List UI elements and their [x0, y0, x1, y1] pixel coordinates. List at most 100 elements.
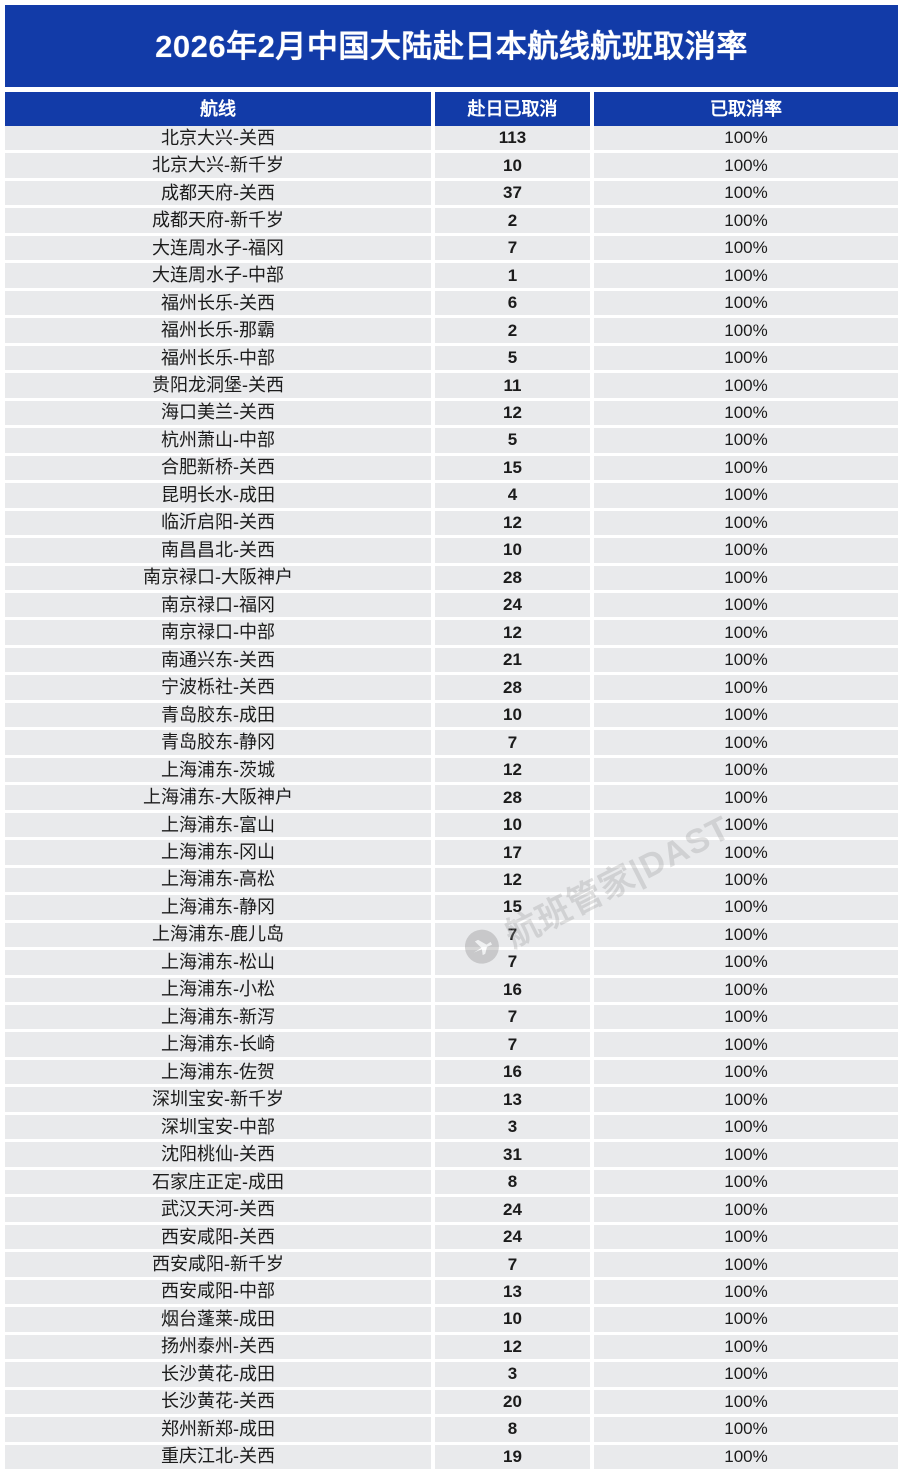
cell-cancellation-rate: 100% [594, 263, 898, 288]
table-row: 青岛胶东-成田 10 100% [5, 702, 898, 728]
cell-divider [431, 208, 435, 233]
cell-divider [590, 1444, 594, 1469]
cell-divider [590, 785, 594, 810]
cell-divider [590, 1252, 594, 1277]
table-row: 北京大兴-新千岁 10 100% [5, 153, 898, 178]
cell-cancelled-count: 15 [435, 455, 590, 481]
cell-divider [431, 1032, 435, 1057]
cell-route: 青岛胶东-成田 [5, 702, 431, 728]
column-header-route: 航线 [5, 92, 431, 126]
cell-divider [590, 812, 594, 838]
cell-divider [431, 1087, 435, 1112]
cell-divider [431, 1334, 435, 1360]
cell-divider [590, 263, 594, 288]
column-header-rate: 已取消率 [594, 92, 898, 126]
table-row: 郑州新郑-成田 8 100% [5, 1417, 898, 1442]
cell-route: 郑州新郑-成田 [5, 1417, 431, 1442]
cell-cancellation-rate: 100% [594, 208, 898, 233]
cell-divider [590, 428, 594, 453]
cell-cancellation-rate: 100% [594, 565, 898, 590]
cell-divider [431, 1059, 435, 1085]
cell-route: 南京禄口-中部 [5, 620, 431, 645]
table-row: 成都天府-新千岁 2 100% [5, 208, 898, 233]
cell-divider [431, 1114, 435, 1140]
cell-divider [590, 620, 594, 645]
cell-divider [590, 1362, 594, 1387]
cell-route: 深圳宝安-新千岁 [5, 1087, 431, 1112]
table-row: 临沂启阳-关西 12 100% [5, 510, 898, 536]
cell-cancellation-rate: 100% [594, 400, 898, 426]
cell-cancellation-rate: 100% [594, 1087, 898, 1112]
cell-cancelled-count: 12 [435, 620, 590, 645]
cell-route: 成都天府-新千岁 [5, 208, 431, 233]
table-header-row: 航线 赴日已取消 已取消率 [5, 92, 898, 126]
cell-cancellation-rate: 100% [594, 867, 898, 893]
cell-route: 海口美兰-关西 [5, 400, 431, 426]
cell-route: 上海浦东-松山 [5, 950, 431, 975]
cell-cancellation-rate: 100% [594, 757, 898, 783]
cell-divider [590, 647, 594, 673]
cell-divider [431, 126, 435, 151]
cell-route: 合肥新桥-关西 [5, 455, 431, 481]
cell-divider [431, 345, 435, 371]
table-row: 上海浦东-富山 10 100% [5, 812, 898, 838]
cell-divider [431, 1252, 435, 1277]
cell-divider [431, 263, 435, 288]
table-row: 上海浦东-茨城 12 100% [5, 757, 898, 783]
cell-cancellation-rate: 100% [594, 1142, 898, 1167]
cell-route: 沈阳桃仙-关西 [5, 1142, 431, 1167]
cell-divider [590, 153, 594, 178]
cell-cancellation-rate: 100% [594, 428, 898, 453]
cell-cancelled-count: 16 [435, 1059, 590, 1085]
cell-cancelled-count: 4 [435, 483, 590, 508]
cell-route: 北京大兴-关西 [5, 126, 431, 151]
cell-divider [590, 1279, 594, 1305]
table-row: 上海浦东-冈山 17 100% [5, 840, 898, 865]
cell-divider [590, 1197, 594, 1222]
cell-cancelled-count: 7 [435, 1032, 590, 1057]
cell-cancellation-rate: 100% [594, 345, 898, 371]
cell-divider [590, 208, 594, 233]
table-row: 扬州泰州-关西 12 100% [5, 1334, 898, 1360]
cell-route: 上海浦东-静冈 [5, 895, 431, 920]
cell-divider [590, 126, 594, 151]
cell-divider [590, 1389, 594, 1415]
cell-divider [431, 538, 435, 563]
cell-cancellation-rate: 100% [594, 1334, 898, 1360]
cell-divider [431, 318, 435, 343]
cell-divider [431, 1389, 435, 1415]
cell-route: 福州长乐-中部 [5, 345, 431, 371]
cell-divider [431, 895, 435, 920]
cell-divider [431, 647, 435, 673]
cell-route: 宁波栎社-关西 [5, 675, 431, 700]
cell-route: 临沂启阳-关西 [5, 510, 431, 536]
cell-divider [431, 290, 435, 316]
cell-divider [431, 400, 435, 426]
cell-divider [431, 950, 435, 975]
cell-cancellation-rate: 100% [594, 510, 898, 536]
table-row: 南京禄口-福冈 24 100% [5, 592, 898, 618]
cell-cancelled-count: 21 [435, 647, 590, 673]
cell-cancellation-rate: 100% [594, 950, 898, 975]
cell-cancellation-rate: 100% [594, 483, 898, 508]
cell-divider [590, 510, 594, 536]
table-row: 石家庄正定-成田 8 100% [5, 1169, 898, 1195]
table-row: 成都天府-关西 37 100% [5, 180, 898, 206]
cell-divider [431, 812, 435, 838]
cell-cancellation-rate: 100% [594, 318, 898, 343]
table-row: 合肥新桥-关西 15 100% [5, 455, 898, 481]
cell-cancelled-count: 16 [435, 977, 590, 1002]
table-row: 深圳宝安-新千岁 13 100% [5, 1087, 898, 1112]
cell-route: 青岛胶东-静冈 [5, 730, 431, 755]
cell-divider [590, 1087, 594, 1112]
cell-cancellation-rate: 100% [594, 1362, 898, 1387]
cell-divider [431, 1224, 435, 1250]
table-row: 青岛胶东-静冈 7 100% [5, 730, 898, 755]
cell-cancellation-rate: 100% [594, 592, 898, 618]
cell-cancellation-rate: 100% [594, 840, 898, 865]
cell-cancelled-count: 3 [435, 1362, 590, 1387]
cell-divider [431, 675, 435, 700]
table-row: 烟台蓬莱-成田 10 100% [5, 1307, 898, 1332]
cell-cancellation-rate: 100% [594, 702, 898, 728]
cell-cancelled-count: 11 [435, 373, 590, 398]
